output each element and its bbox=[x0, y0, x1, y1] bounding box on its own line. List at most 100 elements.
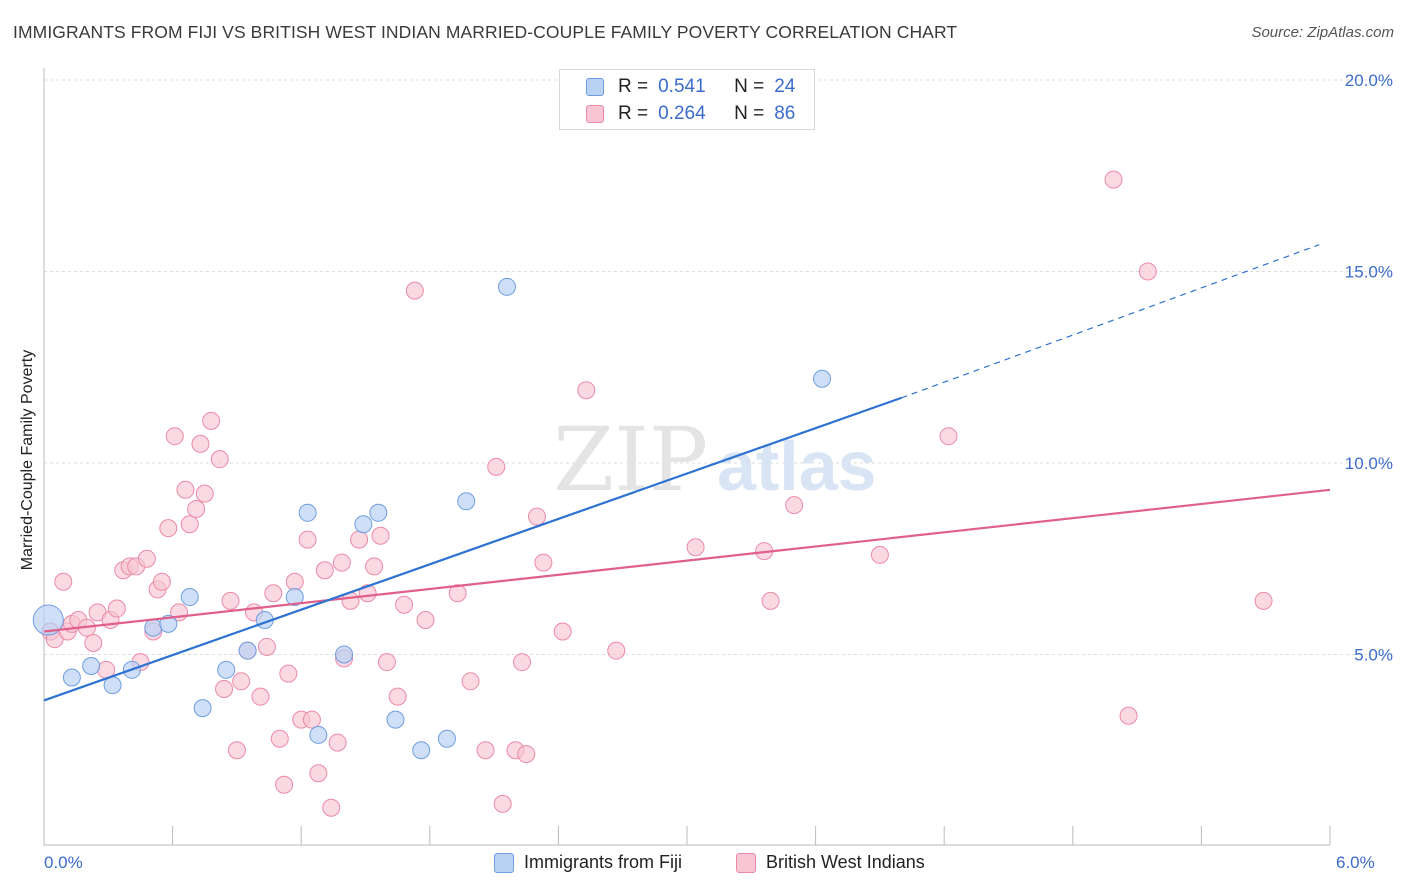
bwi-point bbox=[1254, 591, 1273, 610]
bwi-point bbox=[371, 526, 390, 545]
bwi-point bbox=[137, 549, 156, 568]
bwi-point bbox=[257, 637, 276, 656]
chart-title: IMMIGRANTS FROM FIJI VS BRITISH WEST IND… bbox=[13, 22, 958, 42]
bwi-point bbox=[270, 729, 289, 748]
watermark-atlas: atlas bbox=[717, 427, 877, 505]
bwi-point bbox=[517, 745, 536, 764]
bwi-point bbox=[279, 664, 298, 683]
bwi-point bbox=[350, 530, 369, 549]
bwi-point bbox=[1104, 170, 1123, 189]
bwi-r-value: 0.264 bbox=[658, 103, 706, 124]
bwi-trend-line bbox=[43, 488, 1331, 633]
y-tick-label: 5.0% bbox=[1354, 646, 1393, 665]
fiji-point bbox=[159, 614, 178, 633]
legend-item-bwi: British West Indians bbox=[736, 852, 925, 873]
bwi-point bbox=[187, 499, 206, 518]
bwi-point bbox=[302, 710, 321, 729]
gridlines bbox=[44, 79, 1392, 655]
bwi-point bbox=[870, 545, 889, 564]
bwi-point bbox=[165, 427, 184, 446]
bwi-point bbox=[939, 427, 958, 446]
bwi-point bbox=[195, 484, 214, 503]
fiji-point bbox=[369, 503, 388, 522]
y-tick-labels: 5.0% 10.0% 15.0% 20.0% bbox=[1345, 71, 1393, 665]
y-tick-label: 15.0% bbox=[1345, 263, 1393, 282]
fiji-trend-extension bbox=[901, 244, 1320, 399]
bwi-point bbox=[1138, 262, 1157, 281]
bwi-point bbox=[1119, 706, 1138, 725]
fiji-point bbox=[217, 660, 236, 679]
fiji-point bbox=[193, 699, 212, 718]
fiji-point bbox=[82, 656, 101, 675]
legend-row-fiji: R = 0.541 N = 24 bbox=[586, 74, 796, 100]
bwi-point bbox=[607, 641, 626, 660]
bwi-point bbox=[461, 672, 480, 691]
fiji-point bbox=[180, 588, 199, 607]
fiji-points bbox=[32, 277, 832, 760]
bwi-point bbox=[416, 611, 435, 630]
bwi-point bbox=[487, 457, 506, 476]
bwi-point bbox=[553, 622, 572, 641]
x-tick-min: 0.0% bbox=[44, 853, 83, 872]
y-tick-label: 10.0% bbox=[1345, 454, 1393, 473]
fiji-point bbox=[813, 369, 832, 388]
bwi-point bbox=[358, 584, 377, 603]
bwi-point bbox=[215, 679, 234, 698]
trend-lines bbox=[43, 244, 1331, 702]
legend-row-bwi: R = 0.264 N = 86 bbox=[586, 101, 796, 127]
fiji-point bbox=[354, 515, 373, 534]
bwi-point bbox=[377, 653, 396, 672]
fiji-point bbox=[32, 604, 64, 636]
bwi-legend-label: British West Indians bbox=[766, 852, 925, 872]
bwi-point bbox=[785, 496, 804, 515]
fiji-point bbox=[386, 710, 405, 729]
r-label: R = bbox=[618, 103, 649, 124]
fiji-trend-line bbox=[43, 396, 902, 702]
bwi-point bbox=[202, 411, 221, 430]
fiji-legend-label: Immigrants from Fiji bbox=[524, 852, 683, 872]
bwi-point bbox=[152, 572, 171, 591]
bwi-point bbox=[761, 591, 780, 610]
bwi-point bbox=[221, 591, 240, 610]
bwi-point bbox=[107, 599, 126, 618]
fiji-n-value: 24 bbox=[774, 76, 796, 97]
bwi-point bbox=[54, 572, 73, 591]
bwi-n-value: 86 bbox=[774, 103, 796, 124]
bwi-point bbox=[315, 561, 334, 580]
fiji-point bbox=[335, 645, 354, 664]
bwi-point bbox=[328, 733, 347, 752]
bwi-point bbox=[476, 741, 495, 760]
fiji-swatch bbox=[586, 78, 604, 96]
bwi-point bbox=[365, 557, 384, 576]
bwi-point bbox=[210, 450, 229, 469]
fiji-point bbox=[298, 503, 317, 522]
bwi-swatch bbox=[586, 105, 604, 123]
bwi-point bbox=[191, 434, 210, 453]
bwi-point bbox=[227, 741, 246, 760]
fiji-legend-swatch bbox=[494, 852, 514, 873]
r-label: R = bbox=[618, 76, 649, 97]
axes bbox=[43, 68, 1331, 846]
fiji-point bbox=[309, 725, 328, 744]
bwi-point bbox=[251, 687, 270, 706]
correlation-legend: R = 0.541 N = 24 R = 0.264 N = 86 bbox=[559, 69, 815, 130]
watermark-zip: ZIP bbox=[553, 408, 708, 511]
bwi-point bbox=[285, 572, 304, 591]
bwi-point bbox=[309, 764, 328, 783]
fiji-point bbox=[285, 588, 304, 607]
british-west-indians-points bbox=[41, 170, 1273, 817]
bwi-point bbox=[534, 553, 553, 572]
bwi-point bbox=[512, 653, 531, 672]
fiji-point bbox=[457, 492, 476, 511]
bwi-point bbox=[493, 794, 512, 813]
bwi-point bbox=[332, 553, 351, 572]
fiji-point bbox=[144, 618, 163, 637]
n-label: N = bbox=[734, 103, 765, 124]
bwi-point bbox=[275, 775, 294, 794]
bwi-point bbox=[264, 584, 283, 603]
fiji-point bbox=[412, 741, 431, 760]
bwi-point bbox=[84, 634, 103, 653]
y-tick-label: 20.0% bbox=[1345, 71, 1393, 90]
bwi-point bbox=[176, 480, 195, 499]
